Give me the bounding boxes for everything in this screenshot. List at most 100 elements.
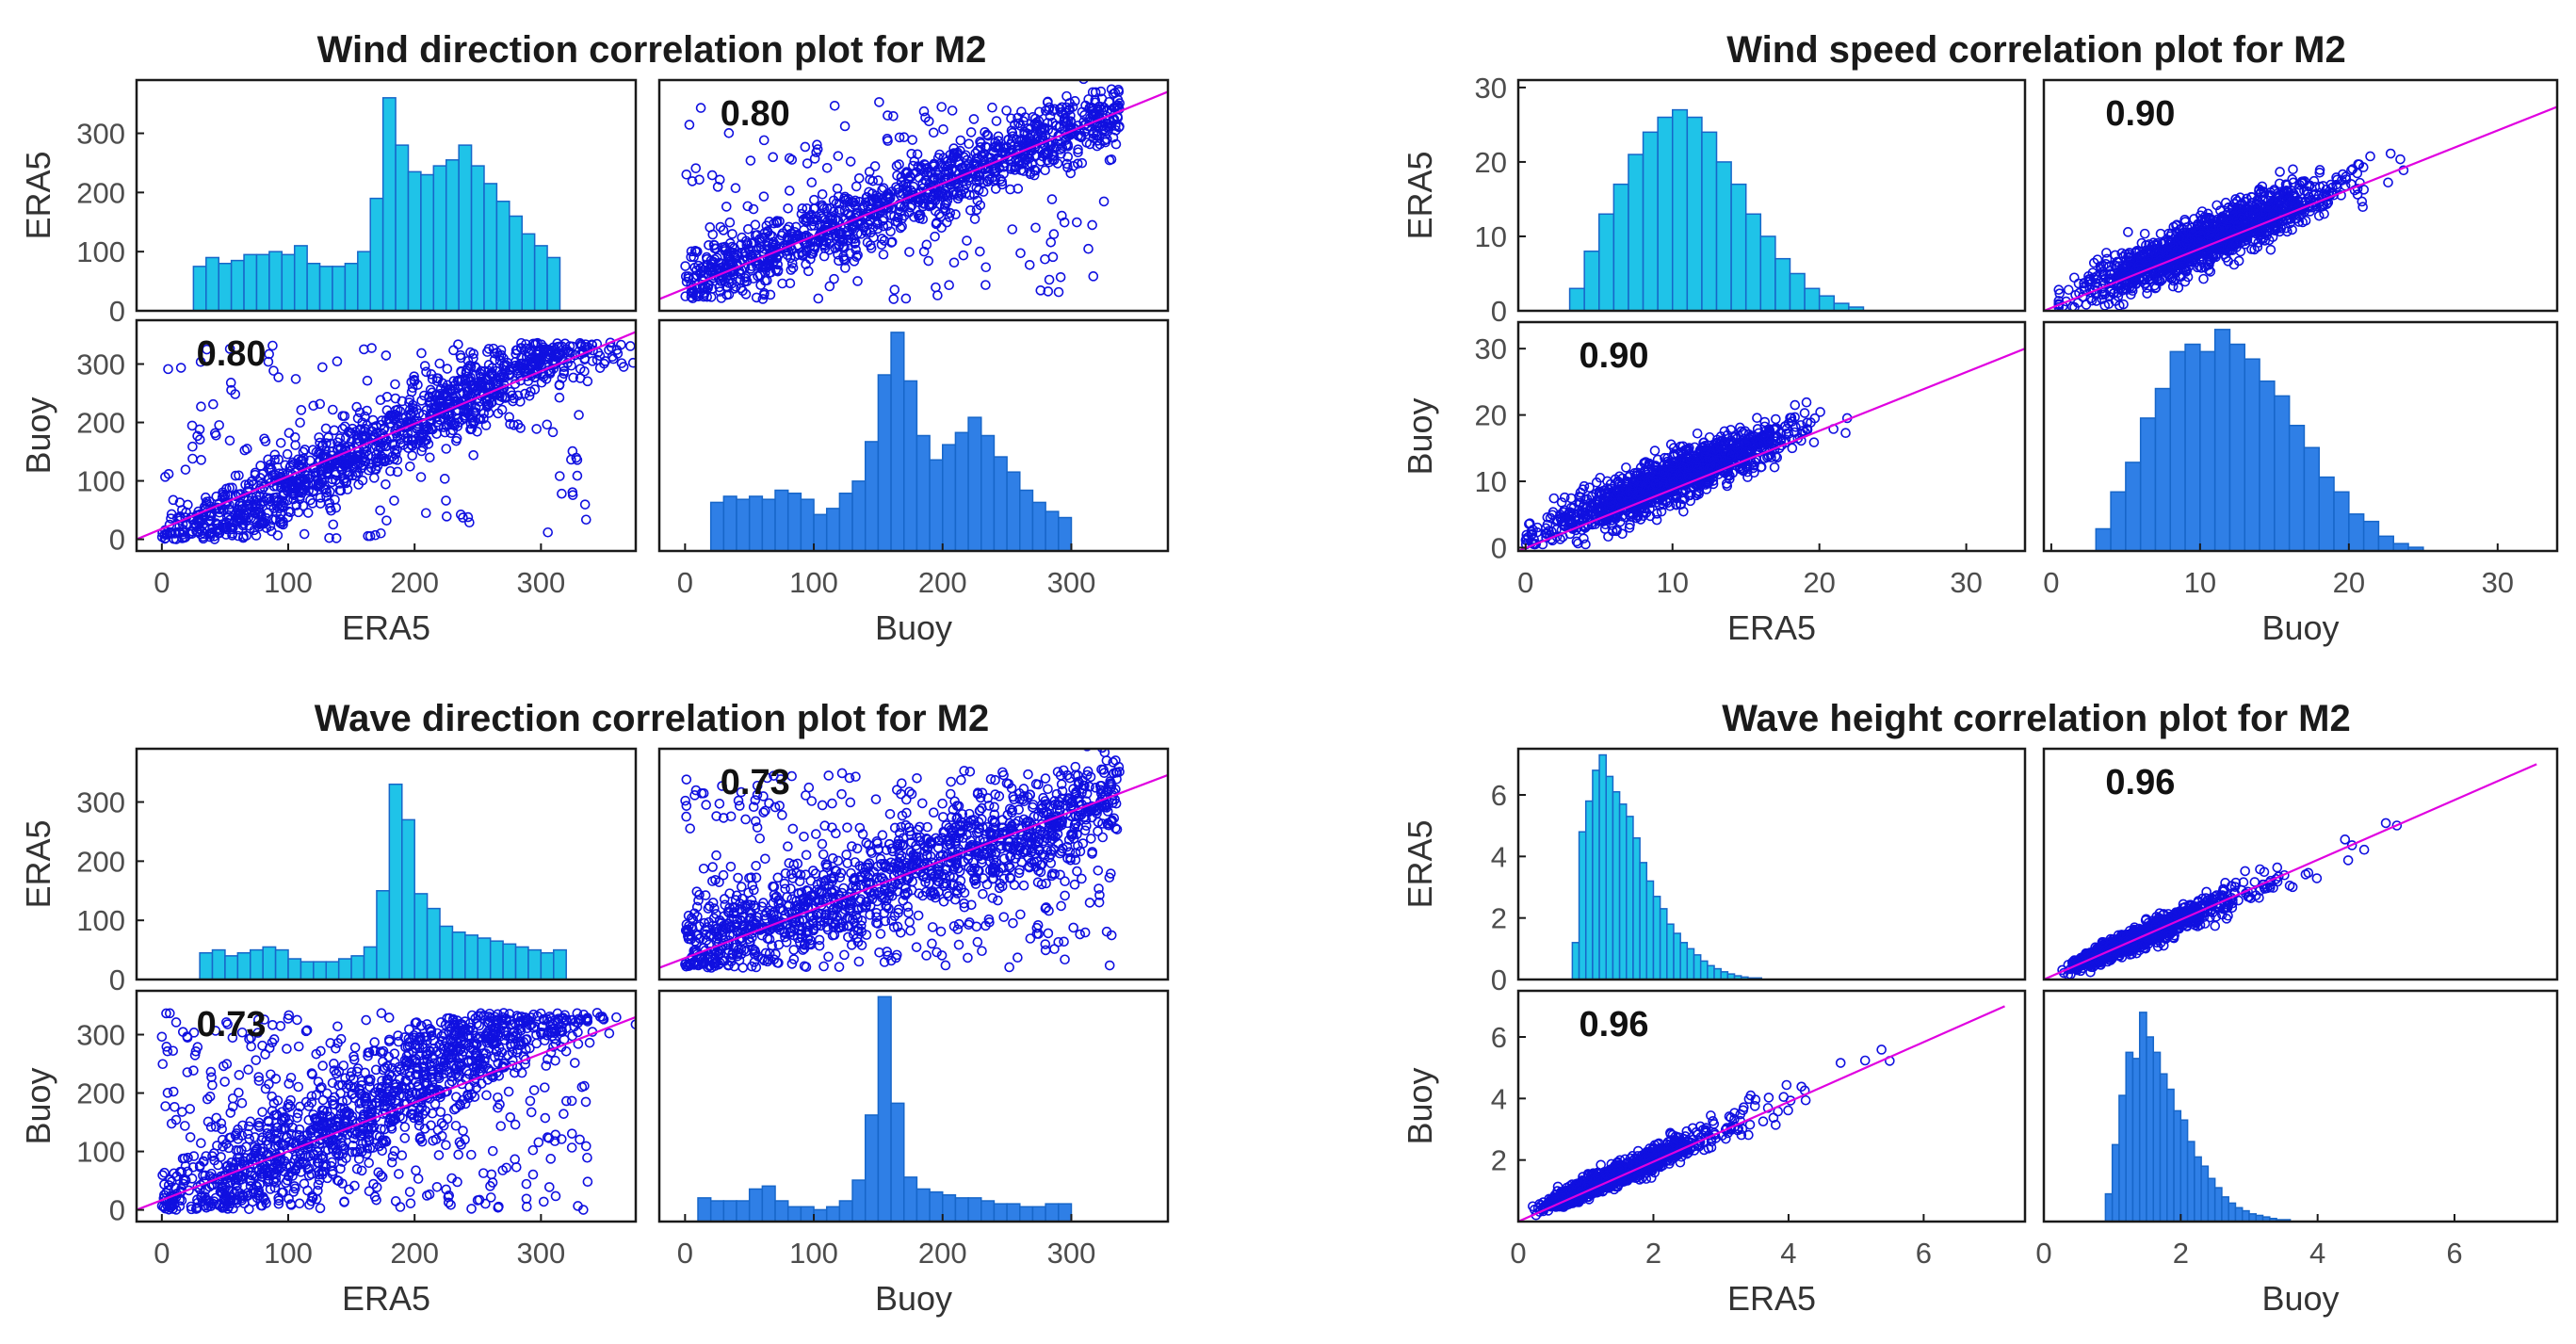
scatter-point: [249, 508, 260, 518]
scatter-point: [817, 189, 828, 200]
scatter-point: [478, 408, 490, 419]
scatter-point: [192, 430, 203, 442]
scatter-point: [928, 127, 939, 138]
scatter-point: [1559, 492, 1570, 503]
scatter-point: [969, 214, 980, 224]
scatter-point: [900, 293, 912, 304]
scatter-point: [1048, 229, 1060, 239]
histogram-bar: [1818, 295, 1836, 312]
scatter-point: [694, 174, 705, 186]
scatter-point: [267, 526, 277, 537]
scatter-point: [707, 229, 719, 240]
scatter-point: [298, 446, 309, 458]
scatter-point: [230, 389, 241, 399]
scatter-point: [903, 173, 914, 184]
scatter-point: [412, 438, 422, 449]
scatter-point: [256, 518, 267, 528]
scatter-point: [2314, 168, 2325, 178]
scatter-point: [448, 345, 459, 356]
histogram-bar: [306, 262, 321, 312]
scatter-point: [927, 174, 938, 185]
scatter-point: [303, 485, 315, 496]
scatter-point: [927, 191, 938, 202]
scatter-point: [945, 158, 956, 169]
scatter-point: [844, 230, 855, 240]
scatter-point: [1580, 539, 1591, 550]
scatter-point: [508, 396, 518, 407]
scatter-point: [257, 469, 268, 479]
scatter-point: [692, 246, 703, 257]
scatter-point: [567, 445, 578, 457]
scatter-point: [2119, 262, 2130, 272]
scatter-point: [818, 235, 829, 246]
scatter-point: [342, 461, 352, 473]
scatter-point: [923, 255, 934, 267]
histogram-bar: [2377, 535, 2394, 552]
scatter-point: [360, 423, 370, 434]
scatter-point: [492, 378, 502, 389]
scatter-point: [686, 251, 697, 263]
scatter-point: [616, 339, 626, 350]
scatter-point: [1045, 111, 1056, 121]
scatter-point: [787, 263, 799, 273]
scatter-point: [813, 293, 824, 304]
scatter-point: [706, 170, 718, 181]
scatter-point: [360, 411, 370, 422]
scatter-point: [869, 161, 881, 171]
histogram-bar: [2154, 387, 2172, 552]
scatter-point: [789, 251, 801, 262]
scatter-point: [554, 392, 565, 403]
scatter-point: [811, 147, 821, 158]
histogram-bar: [980, 434, 996, 552]
scatter-point: [230, 470, 241, 481]
scatter-point: [895, 206, 906, 218]
histogram-bar: [395, 144, 410, 312]
scatter-point: [892, 170, 902, 181]
scatter-point: [730, 183, 741, 194]
scatter-point: [496, 404, 508, 415]
scatter-point: [888, 294, 899, 304]
scatter-point: [1759, 416, 1771, 428]
histogram-bar: [1583, 251, 1600, 312]
scatter-point: [1047, 105, 1059, 116]
scatter-point: [295, 417, 305, 429]
scatter-point: [925, 194, 935, 205]
scatter-point: [876, 239, 887, 251]
scatter-point: [1030, 121, 1042, 133]
scatter-point: [572, 455, 583, 465]
scatter-point: [2164, 269, 2176, 280]
scatter-point: [267, 340, 278, 351]
scatter-point: [2215, 205, 2226, 216]
scatter-point: [265, 500, 276, 510]
scatter-point: [221, 483, 232, 494]
scatter-points: [156, 337, 636, 544]
scatter-point: [495, 345, 507, 356]
histogram-bar: [838, 493, 853, 552]
scatter-point: [769, 218, 780, 229]
scatter-point: [2206, 222, 2217, 234]
scatter-point: [1072, 217, 1082, 228]
scatter-point: [2321, 184, 2332, 195]
scatter-point: [616, 358, 627, 368]
scatter-point: [944, 280, 954, 291]
scatter-point: [687, 176, 698, 186]
scatter-point: [166, 513, 176, 524]
scatter-point: [888, 110, 899, 121]
scatter-point: [729, 283, 739, 294]
scatter-point: [1035, 285, 1046, 296]
scatter-point: [1062, 162, 1073, 173]
x-tick-label: 200: [390, 566, 439, 599]
scatter-point: [438, 422, 449, 433]
scatter-point: [542, 419, 553, 430]
scatter-point: [381, 515, 392, 526]
scatter-point: [568, 372, 578, 383]
scatter-point: [864, 186, 874, 198]
scatter-point: [906, 148, 917, 159]
scatter-point: [365, 462, 377, 474]
scatter-point: [965, 205, 976, 216]
scatter-point: [323, 432, 333, 443]
scatter-point: [980, 141, 991, 152]
scatter-point: [759, 287, 770, 299]
histogram-bar: [533, 245, 548, 312]
histogram-bar: [1628, 154, 1644, 312]
